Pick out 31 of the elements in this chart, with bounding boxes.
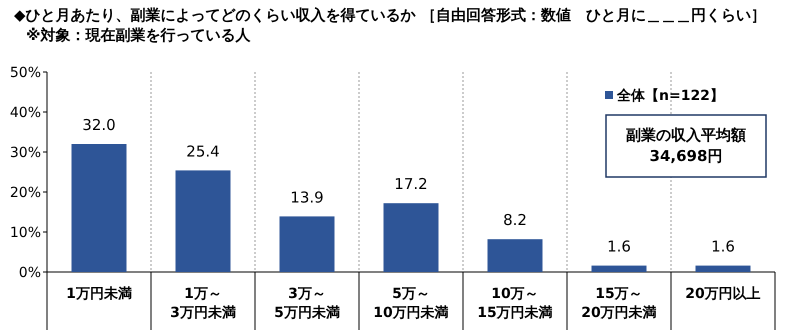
data-label: 1.6 [711, 238, 735, 256]
bar [384, 203, 438, 272]
y-tick-label: 10% [10, 225, 41, 241]
y-tick-label: 30% [10, 145, 41, 161]
data-label: 25.4 [186, 142, 220, 160]
bar [72, 144, 126, 272]
x-tick-label: 15万～ 20万円未満 [581, 286, 657, 321]
bar [176, 170, 230, 272]
data-label: 13.9 [290, 188, 324, 206]
x-tick-label: 3万～ 5万円未満 [274, 286, 340, 321]
bar [696, 266, 750, 272]
x-tick-label: 1万～ 3万円未満 [170, 286, 236, 321]
legend-label: 全体【n=122】 [616, 88, 724, 104]
bar [488, 239, 542, 272]
x-tick-label: 10万～ 15万円未満 [477, 286, 553, 321]
bar [280, 216, 334, 272]
x-tick-label: 20万円以上 [685, 286, 761, 302]
data-label: 32.0 [82, 116, 116, 134]
y-tick-label: 0% [18, 265, 41, 281]
bar [592, 266, 646, 272]
chart-title: ◆ひと月あたり、副業によってどのくらい収入を得ているか ［自由回答形式：数値 ひと月に＿＿＿円くらい］ [14, 6, 766, 24]
y-tick-label: 40% [10, 105, 41, 121]
data-label: 1.6 [607, 238, 631, 256]
annotation: 副業の収入平均額 34,698円 [626, 126, 746, 165]
x-tick-label: 1万円未満 [66, 286, 132, 302]
y-tick-label: 50% [10, 65, 41, 81]
chart-subtitle: ※対象：現在副業を行っている人 [26, 26, 252, 44]
data-label: 8.2 [503, 211, 527, 230]
x-tick-label: 5万～ 10万円未満 [373, 286, 449, 321]
data-label: 17.2 [394, 175, 428, 194]
y-tick-label: 20% [10, 185, 41, 201]
